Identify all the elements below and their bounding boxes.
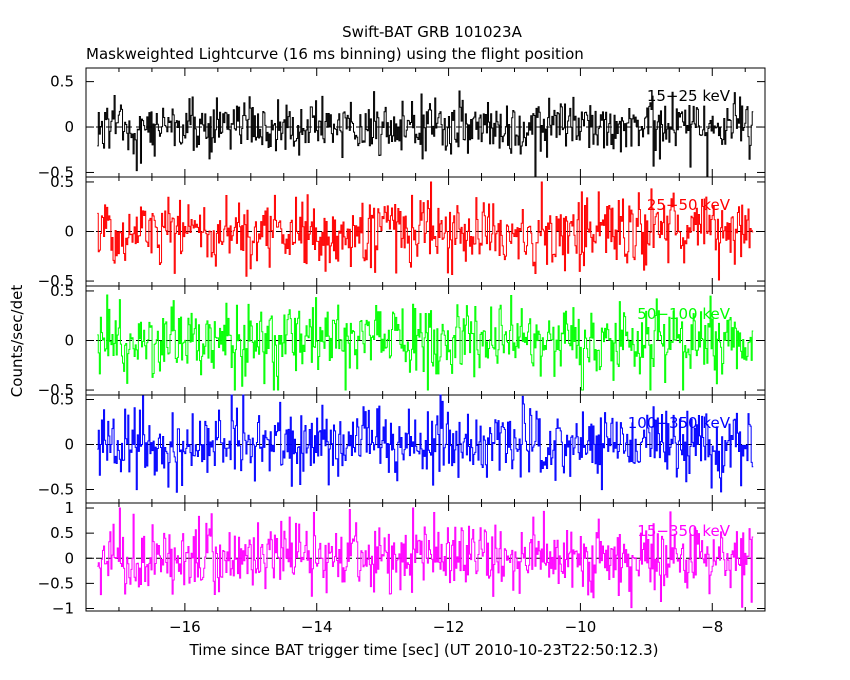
series-label: 25−50 keV	[647, 196, 731, 214]
x-tick-label: −16	[169, 618, 201, 636]
panel-2: −0.5 0 0.5 25−50 keV	[38, 173, 766, 290]
series-label: 100−350 keV	[628, 414, 731, 432]
series-label: 15−350 keV	[637, 522, 730, 540]
y-tick-label: 0.5	[50, 524, 74, 542]
y-tick-label: 0	[64, 118, 74, 136]
y-tick-label: −0.5	[38, 163, 74, 181]
y-tick-label: 0.5	[50, 73, 74, 91]
y-tick-label: 0	[64, 549, 74, 567]
y-tick-label: −0.5	[38, 272, 74, 290]
y-tick-label: 0	[64, 332, 74, 350]
series-label: 50−100 keV	[637, 305, 730, 323]
y-tick-label: −1	[52, 599, 74, 617]
chart-title: Swift-BAT GRB 101023A	[342, 23, 522, 41]
y-tick-label: 0.5	[50, 391, 74, 409]
y-tick-label: −0.5	[38, 381, 74, 399]
panel-1: −0.5 0 0.5 15−25 keV	[38, 67, 766, 181]
y-tick-label: 1	[64, 499, 74, 517]
series-line	[97, 90, 754, 178]
y-tick-label: −0.5	[38, 574, 74, 592]
panel-frame	[85, 502, 766, 612]
y-tick-label: 0	[64, 436, 74, 454]
chart-subtitle: Maskweighted Lightcurve (16 ms binning) …	[86, 45, 584, 63]
x-tick-label: −10	[565, 618, 597, 636]
x-tick-label: −14	[301, 618, 333, 636]
x-tick-labels: −16 −14 −12 −10 −8	[169, 618, 723, 636]
x-axis-label: Time since BAT trigger time [sec] (UT 20…	[189, 641, 659, 659]
y-tick-label: 0.5	[50, 173, 74, 191]
series-line	[97, 294, 754, 391]
panel-5: −1 −0.5 0 0.5 1 15−350 keV	[38, 499, 766, 617]
x-tick-label: −12	[433, 618, 465, 636]
y-tick-label: −0.5	[38, 481, 74, 499]
panels-group: −0.5 0 0.5 15−25 keV −0.5 0 0.5 25−50 keV −0.5 0 0…	[38, 67, 766, 617]
panel-4: −0.5 0 0.5 100−350 keV	[38, 391, 766, 504]
y-tick-label: 0	[64, 223, 74, 241]
y-tick-label: 0.5	[50, 282, 74, 300]
series-line	[97, 507, 754, 609]
series-line	[97, 181, 754, 281]
x-tick-label: −8	[701, 618, 723, 636]
series-line	[97, 394, 754, 493]
y-axis-label: Counts/sec/det	[8, 285, 26, 398]
panel-3: −0.5 0 0.5 50−100 keV	[38, 282, 766, 399]
series-label: 15−25 keV	[647, 87, 731, 105]
